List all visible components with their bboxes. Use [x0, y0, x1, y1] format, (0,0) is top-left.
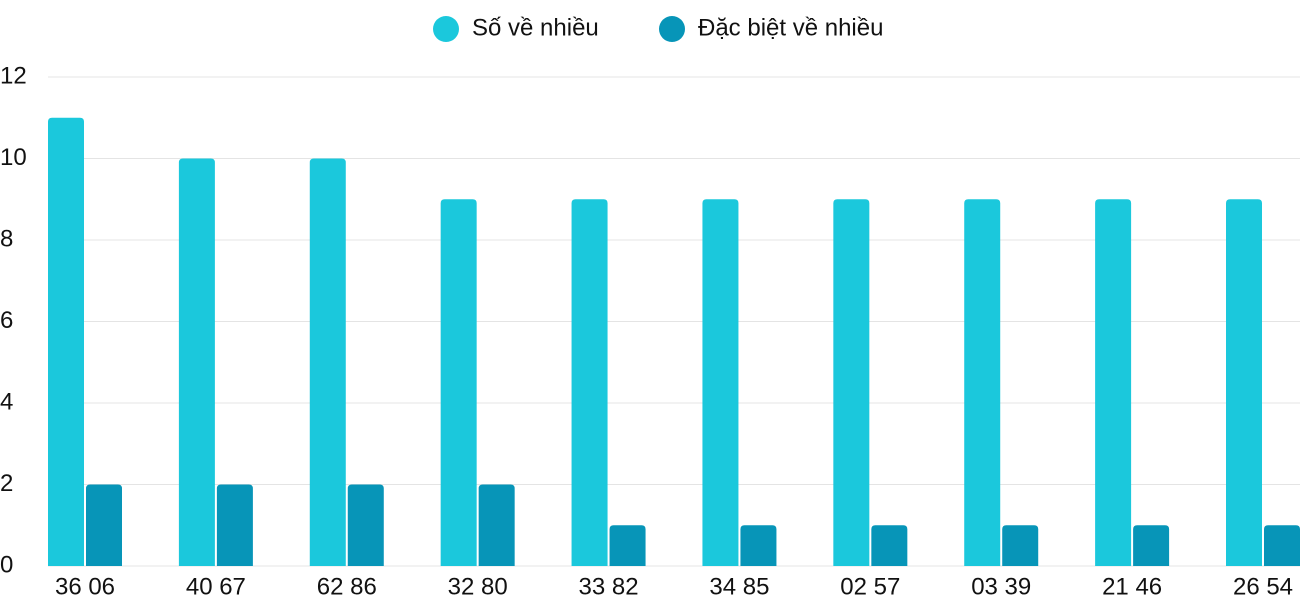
legend-swatch — [659, 16, 685, 42]
x-tick-label: 26 54 — [1233, 573, 1293, 600]
bar — [740, 525, 777, 566]
y-tick-label: 6 — [0, 307, 13, 334]
bar — [1133, 525, 1170, 566]
x-tick-label: 62 86 — [317, 573, 377, 600]
y-tick-label: 4 — [0, 388, 13, 415]
x-tick-label: 34 85 — [709, 573, 769, 600]
bar — [86, 484, 122, 566]
x-tick-label: 40 67 — [186, 573, 246, 600]
bar — [609, 525, 646, 566]
y-tick-label: 12 — [0, 62, 27, 89]
bar — [1095, 199, 1132, 566]
legend-label: Đặc biệt về nhiều — [698, 14, 883, 41]
y-tick-label: 8 — [0, 225, 13, 252]
y-tick-label: 0 — [0, 551, 13, 578]
bar — [571, 199, 608, 566]
legend-label: Số về nhiều — [472, 14, 599, 41]
x-tick-label: 33 82 — [579, 573, 639, 600]
y-tick-label: 2 — [0, 470, 13, 497]
bar — [871, 525, 908, 566]
bar — [1264, 525, 1300, 566]
bar — [178, 158, 215, 566]
x-tick-label: 21 46 — [1102, 573, 1162, 600]
bar — [216, 484, 253, 566]
bar — [440, 199, 477, 566]
bar — [48, 117, 84, 566]
bar — [478, 484, 515, 566]
bar — [1002, 525, 1039, 566]
legend-swatch — [433, 16, 459, 42]
bar — [309, 158, 346, 566]
x-tick-label: 03 39 — [971, 573, 1031, 600]
x-tick-label: 36 06 — [55, 573, 115, 600]
bar — [1226, 199, 1262, 566]
y-tick-label: 10 — [0, 144, 27, 171]
bar — [833, 199, 870, 566]
x-tick-label: 02 57 — [840, 573, 900, 600]
x-tick-label: 32 80 — [448, 573, 508, 600]
bar — [347, 484, 384, 566]
bar — [964, 199, 1001, 566]
bar — [702, 199, 739, 566]
